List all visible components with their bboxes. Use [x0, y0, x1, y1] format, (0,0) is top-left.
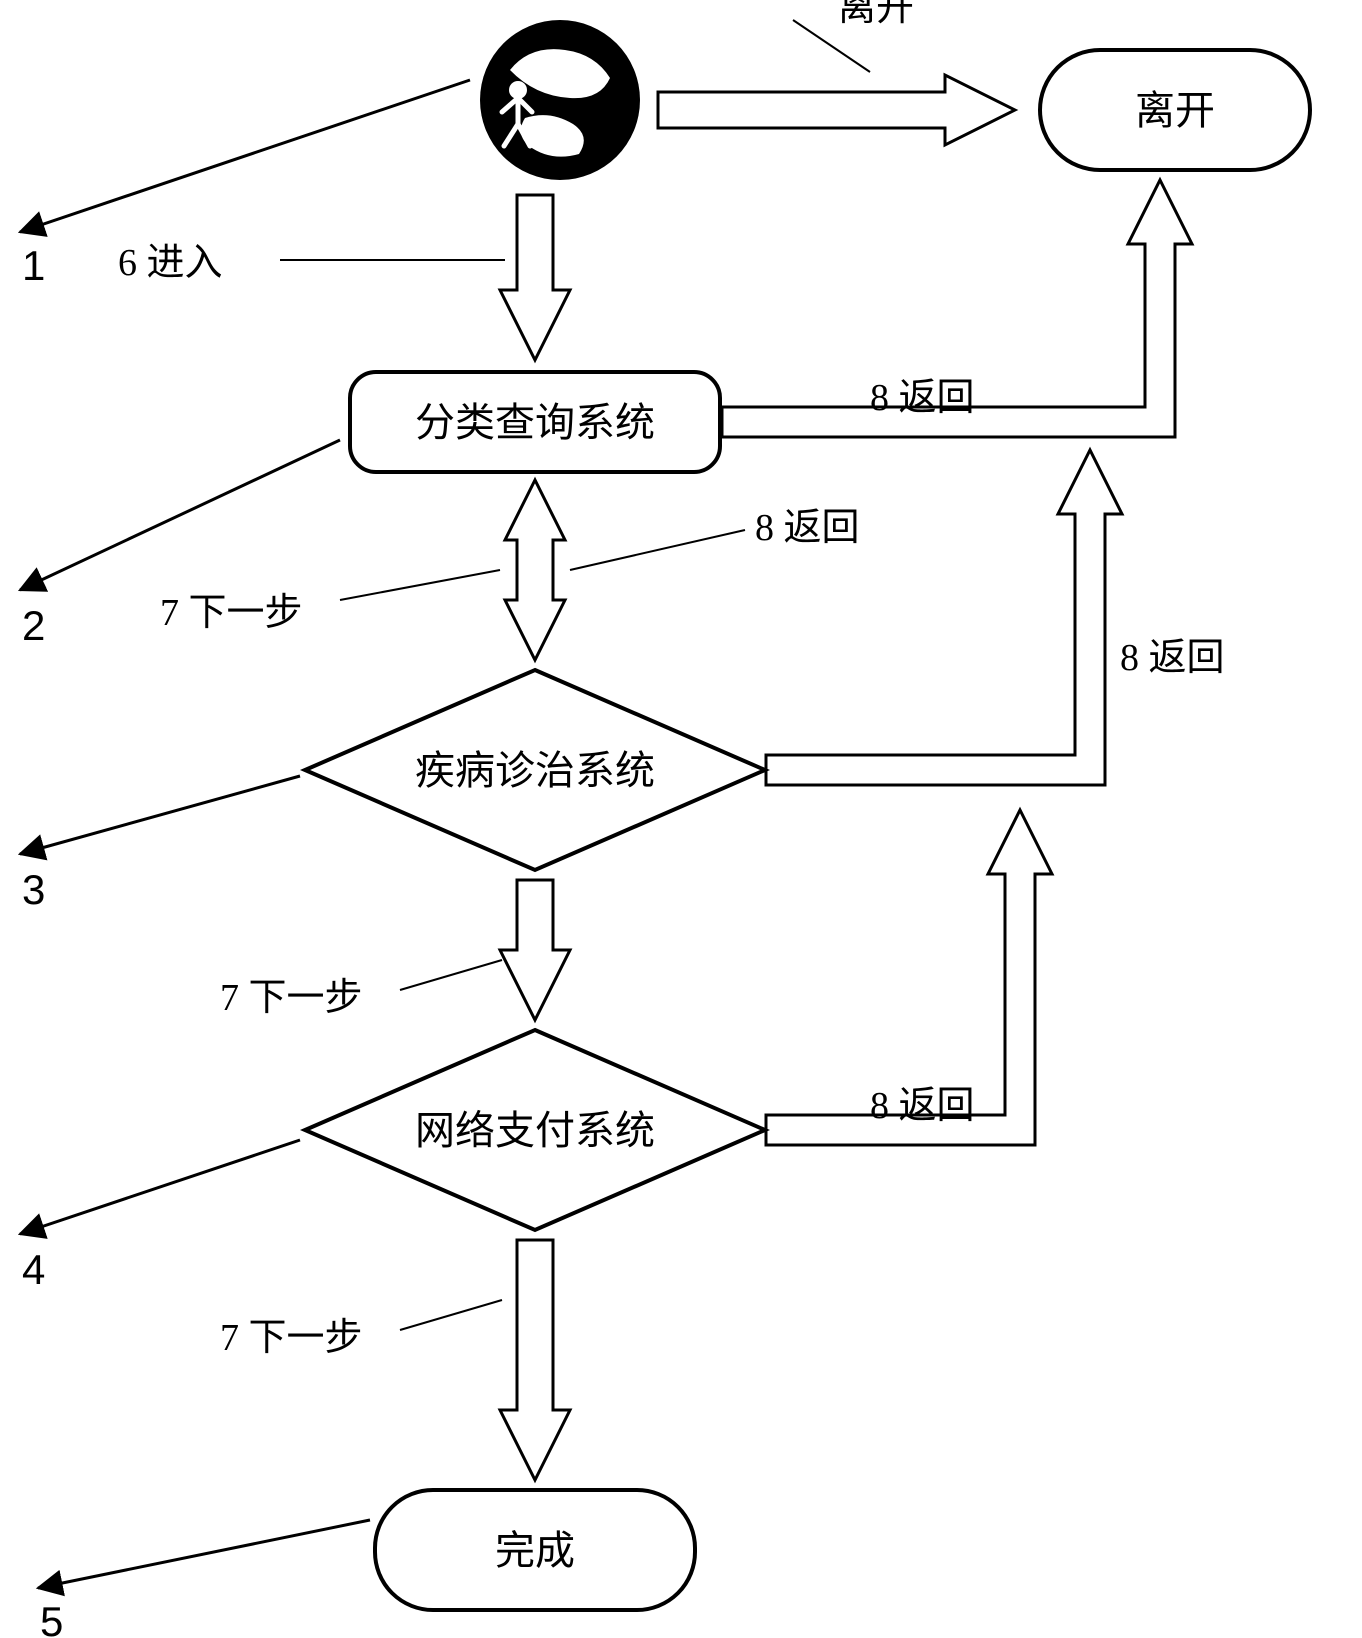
pointer-num-1: 1	[22, 242, 45, 289]
globe-icon	[480, 20, 640, 180]
query-label: 分类查询系统	[415, 400, 655, 445]
pointer-num-5: 5	[40, 1598, 63, 1638]
arrow-globe-to-leave	[658, 75, 1015, 145]
label-ret-query: 8 返回	[870, 377, 975, 419]
pointer-num-3: 3	[22, 866, 45, 913]
callout-l-ret-mid	[570, 530, 745, 570]
label-l-leave: 离开	[838, 0, 914, 29]
pointer-2	[20, 440, 340, 590]
label-l-next2: 7 下一步	[220, 977, 363, 1019]
label-l-enter: 6 进入	[118, 242, 223, 284]
pointer-3	[20, 776, 300, 854]
pointer-1	[20, 80, 470, 232]
pointer-5	[38, 1520, 370, 1588]
pointer-num-4: 4	[22, 1246, 45, 1293]
arrow-query-diagnosis	[505, 480, 565, 660]
label-l-ret-mid: 8 返回	[755, 507, 860, 549]
arrow-globe-to-query	[500, 195, 570, 360]
done-label: 完成	[495, 1528, 575, 1573]
payment-label: 网络支付系统	[415, 1108, 655, 1153]
label-ret-diag: 8 返回	[1120, 637, 1225, 679]
callout-l-next1	[340, 570, 500, 600]
pointer-num-2: 2	[22, 602, 45, 649]
callout-l-next3	[400, 1300, 502, 1330]
pointer-4	[20, 1140, 300, 1234]
callout-l-next2	[400, 960, 502, 990]
leave-label: 离开	[1135, 88, 1215, 133]
arrow-diag-return	[766, 450, 1122, 785]
label-l-next3: 7 下一步	[220, 1317, 363, 1359]
diagnosis-label: 疾病诊治系统	[415, 748, 655, 793]
label-l-next1: 7 下一步	[160, 592, 303, 634]
arrow-diag-to-pay	[500, 880, 570, 1020]
label-ret-pay: 8 返回	[870, 1085, 975, 1127]
arrow-pay-to-done	[500, 1240, 570, 1480]
